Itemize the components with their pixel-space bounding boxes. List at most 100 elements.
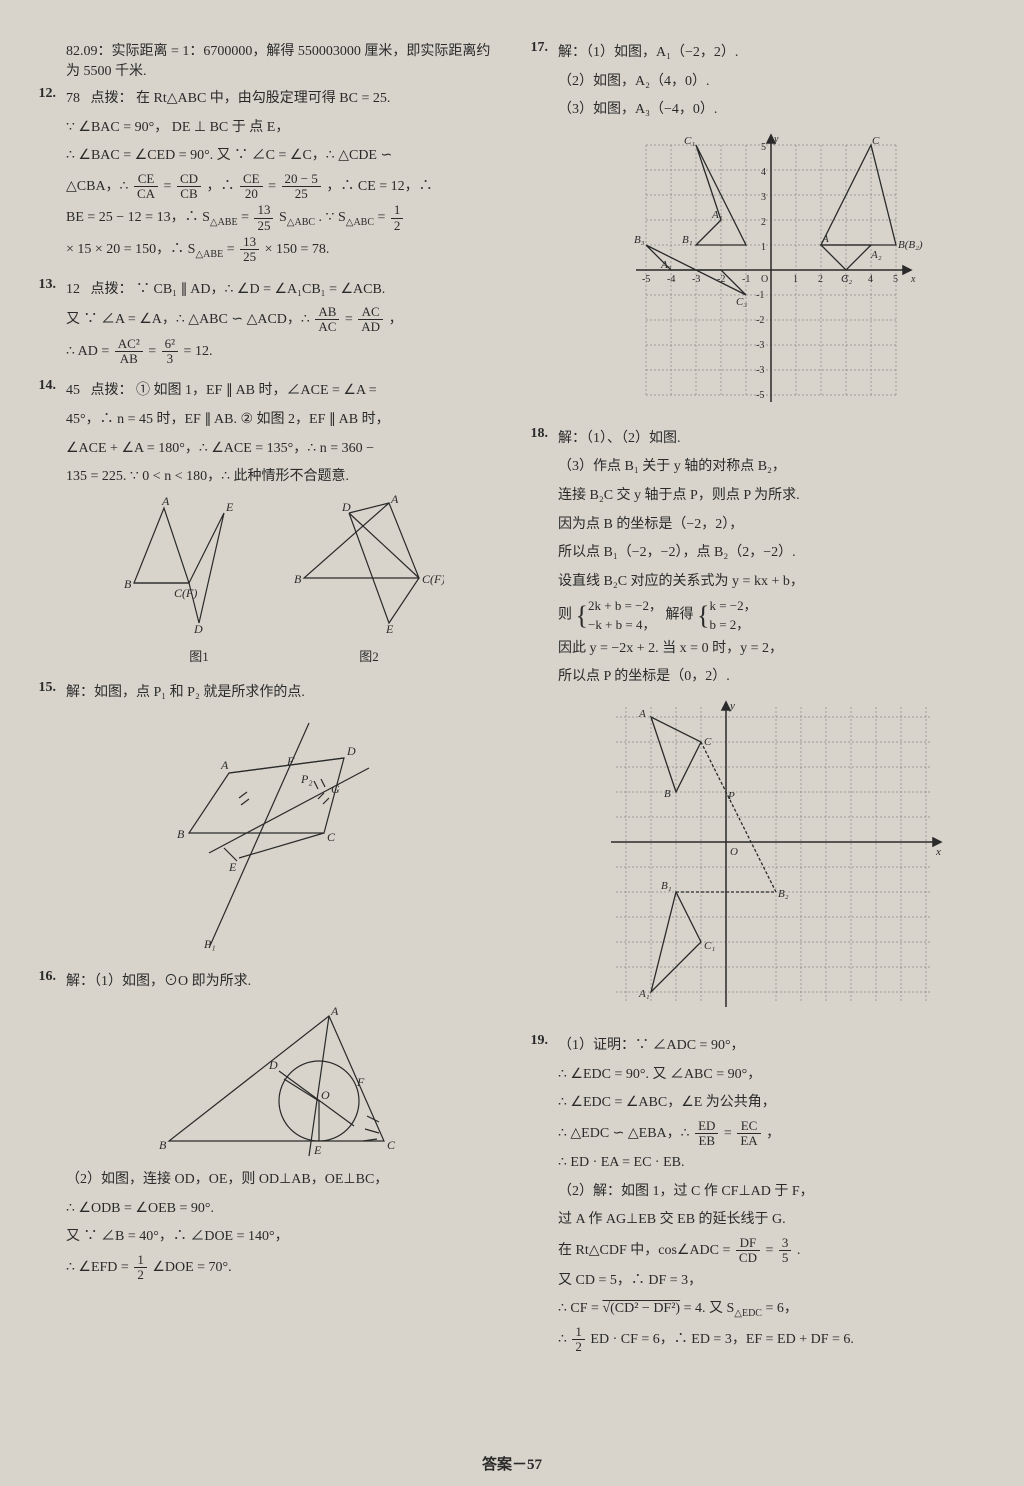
q12-l4a: △CBA，∴ — [66, 179, 132, 194]
q18-l4: 因为点 B 的坐标是（−2，2）， — [558, 512, 994, 539]
q14-fig2: A B C(F) D E — [294, 493, 444, 633]
q12-l4b: ，∴ — [207, 179, 239, 194]
q19-l3: ∴ ∠EDC = ∠ABC，∠E 为公共角， — [558, 1090, 994, 1117]
q19-l11a: ∴ — [558, 1332, 570, 1347]
q13-l3a: ∴ AD = — [66, 344, 113, 359]
q14-l3: ∠ACE + ∠A = 180°，∴ ∠ACE = 135°，∴ n = 360… — [66, 436, 502, 463]
q12-number: 12. — [30, 86, 56, 267]
svg-text:5: 5 — [761, 142, 766, 153]
q13-body: 12 点拨： ∵ CB₁ ∥ AD，∴ ∠D = ∠A₁CB₁ = ∠ACB. … — [66, 277, 502, 369]
q16-l2: （2）如图，连接 OD，OE，则 OD⊥AB，OE⊥BC， — [66, 1167, 502, 1194]
q15-diagram: A B C D E F G P₁ P₂ — [66, 713, 502, 953]
q14-l4: 135 = 225. ∵ 0 < n < 180，∴ 此种情形不合题意. — [66, 464, 502, 491]
q16-l1: 解：（1）如图，⊙O 即为所求. — [66, 969, 502, 996]
svg-text:A: A — [390, 493, 399, 506]
svg-text:O: O — [321, 1088, 330, 1102]
page-footer: 答案－57 — [0, 1453, 1024, 1474]
svg-text:A₃: A₃ — [660, 259, 672, 271]
q18-l6: 设直线 B₂C 对应的关系式为 y = kx + b， — [558, 569, 994, 596]
svg-text:O: O — [761, 274, 768, 285]
svg-text:D: D — [268, 1058, 278, 1072]
q16-number: 16. — [30, 969, 56, 1285]
q18-l5: 所以点 B₁（−2，−2），点 B₂（2，−2）. — [558, 540, 994, 567]
svg-text:C: C — [704, 736, 712, 748]
svg-text:P₂: P₂ — [300, 772, 313, 786]
svg-text:B₁: B₁ — [661, 880, 672, 892]
svg-text:D: D — [341, 500, 351, 514]
svg-text:y: y — [729, 700, 735, 712]
q17-l2: （2）如图，A₂（4，0）. — [558, 69, 994, 96]
svg-text:B: B — [124, 577, 132, 591]
svg-text:1: 1 — [761, 242, 766, 253]
svg-text:C₁: C₁ — [684, 135, 695, 147]
q14-l1: ① 如图 1，EF ∥ AB 时，∠ACE = ∠A = — [136, 383, 377, 398]
q19-number: 19. — [522, 1033, 548, 1357]
svg-text:C₃: C₃ — [736, 296, 747, 308]
q16-l4: 又 ∵ ∠B = 40°，∴ ∠DOE = 140°， — [66, 1224, 502, 1251]
q19-l2: ∴ ∠EDC = 90°. 又 ∠ABC = 90°， — [558, 1062, 994, 1089]
q18-l3: 连接 B₂C 交 y 轴于点 P，则点 P 为所求. — [558, 483, 994, 510]
q18-l8: 因此 y = −2x + 2. 当 x = 0 时，y = 2， — [558, 636, 994, 663]
q13-l2a: 又 ∵ ∠A = ∠A，∴ △ABC ∽ △ACD，∴ — [66, 312, 313, 327]
svg-text:A: A — [220, 758, 229, 772]
svg-text:-1: -1 — [742, 274, 750, 285]
svg-text:-3: -3 — [756, 340, 764, 351]
q19-l6: （2）解：如图 1，过 C 作 CF⊥AD 于 F， — [558, 1179, 994, 1206]
svg-text:C(F): C(F) — [422, 572, 444, 586]
q14-diagrams: A B C(F) D E 图1 — [66, 493, 502, 670]
svg-text:-4: -4 — [667, 274, 675, 285]
svg-text:B(B₂): B(B₂) — [898, 239, 923, 251]
svg-text:A₂: A₂ — [870, 249, 882, 261]
svg-text:E: E — [313, 1143, 322, 1157]
svg-text:G: G — [331, 782, 340, 796]
q12-l6a: × 15 × 20 = 150，∴ S — [66, 242, 195, 257]
svg-text:C₂: C₂ — [841, 273, 852, 285]
q15-number: 15. — [30, 680, 56, 959]
q14-ans: 45 — [66, 383, 80, 398]
svg-text:B: B — [664, 788, 671, 800]
q13-label: 点拨： — [91, 282, 133, 297]
q16-l3: ∴ ∠ODB = ∠OEB = 90°. — [66, 1196, 502, 1223]
svg-text:E: E — [228, 860, 237, 874]
svg-text:-2: -2 — [717, 274, 725, 285]
svg-text:B₃: B₃ — [634, 234, 645, 246]
svg-text:C: C — [872, 135, 880, 147]
q13-ans: 12 — [66, 282, 80, 297]
q17-body: 解：（1）如图，A₁（−2，2）. （2）如图，A₂（4，0）. （3）如图，A… — [558, 40, 994, 416]
q16-body: 解：（1）如图，⊙O 即为所求. A — [66, 969, 502, 1285]
svg-text:x: x — [935, 846, 941, 858]
question-13: 13. 12 点拨： ∵ CB₁ ∥ AD，∴ ∠D = ∠A₁CB₁ = ∠A… — [30, 277, 502, 369]
svg-text:1: 1 — [793, 274, 798, 285]
svg-text:E: E — [385, 622, 394, 633]
q19-l1: （1）证明：∵ ∠ADC = 90°， — [558, 1033, 994, 1060]
svg-text:A: A — [638, 708, 646, 720]
q14-label: 点拨： — [91, 383, 133, 398]
svg-text:D: D — [346, 744, 356, 758]
q18-number: 18. — [522, 426, 548, 1023]
question-15: 15. 解：如图，点 P₁ 和 P₂ 就是所求作的点. — [30, 680, 502, 959]
svg-text:P: P — [727, 790, 735, 802]
svg-text:-1: -1 — [756, 290, 764, 301]
svg-text:B: B — [159, 1138, 167, 1152]
svg-text:A: A — [161, 494, 170, 508]
q12-ans: 78 — [66, 91, 80, 106]
svg-text:A₁: A₁ — [638, 988, 650, 1000]
svg-text:P₁: P₁ — [203, 937, 216, 951]
q14-fig1: A B C(F) D E — [124, 493, 274, 633]
svg-text:B: B — [294, 572, 302, 586]
svg-text:y: y — [773, 134, 779, 145]
q18-l1: 解：（1）、（2）如图. — [558, 426, 994, 453]
q19-body: （1）证明：∵ ∠ADC = 90°， ∴ ∠EDC = 90°. 又 ∠ABC… — [558, 1033, 994, 1357]
svg-text:D: D — [193, 622, 203, 633]
svg-text:C(F): C(F) — [174, 586, 197, 600]
q17-l3: （3）如图，A₃（−4，0）. — [558, 97, 994, 124]
q15-l1: 解：如图，点 P₁ 和 P₂ 就是所求作的点. — [66, 680, 502, 707]
svg-text:A: A — [821, 233, 829, 245]
svg-text:3: 3 — [761, 192, 766, 203]
svg-text:2: 2 — [761, 217, 766, 228]
q13-l1: ∵ CB₁ ∥ AD，∴ ∠D = ∠A₁CB₁ = ∠ACB. — [136, 282, 385, 297]
q14-cap1: 图1 — [124, 645, 274, 670]
q13-number: 13. — [30, 277, 56, 369]
right-column: 17. 解：（1）如图，A₁（−2，2）. （2）如图，A₂（4，0）. （3）… — [522, 40, 994, 1420]
q12-l4c: ，∴ CE = 12，∴ — [326, 179, 432, 194]
